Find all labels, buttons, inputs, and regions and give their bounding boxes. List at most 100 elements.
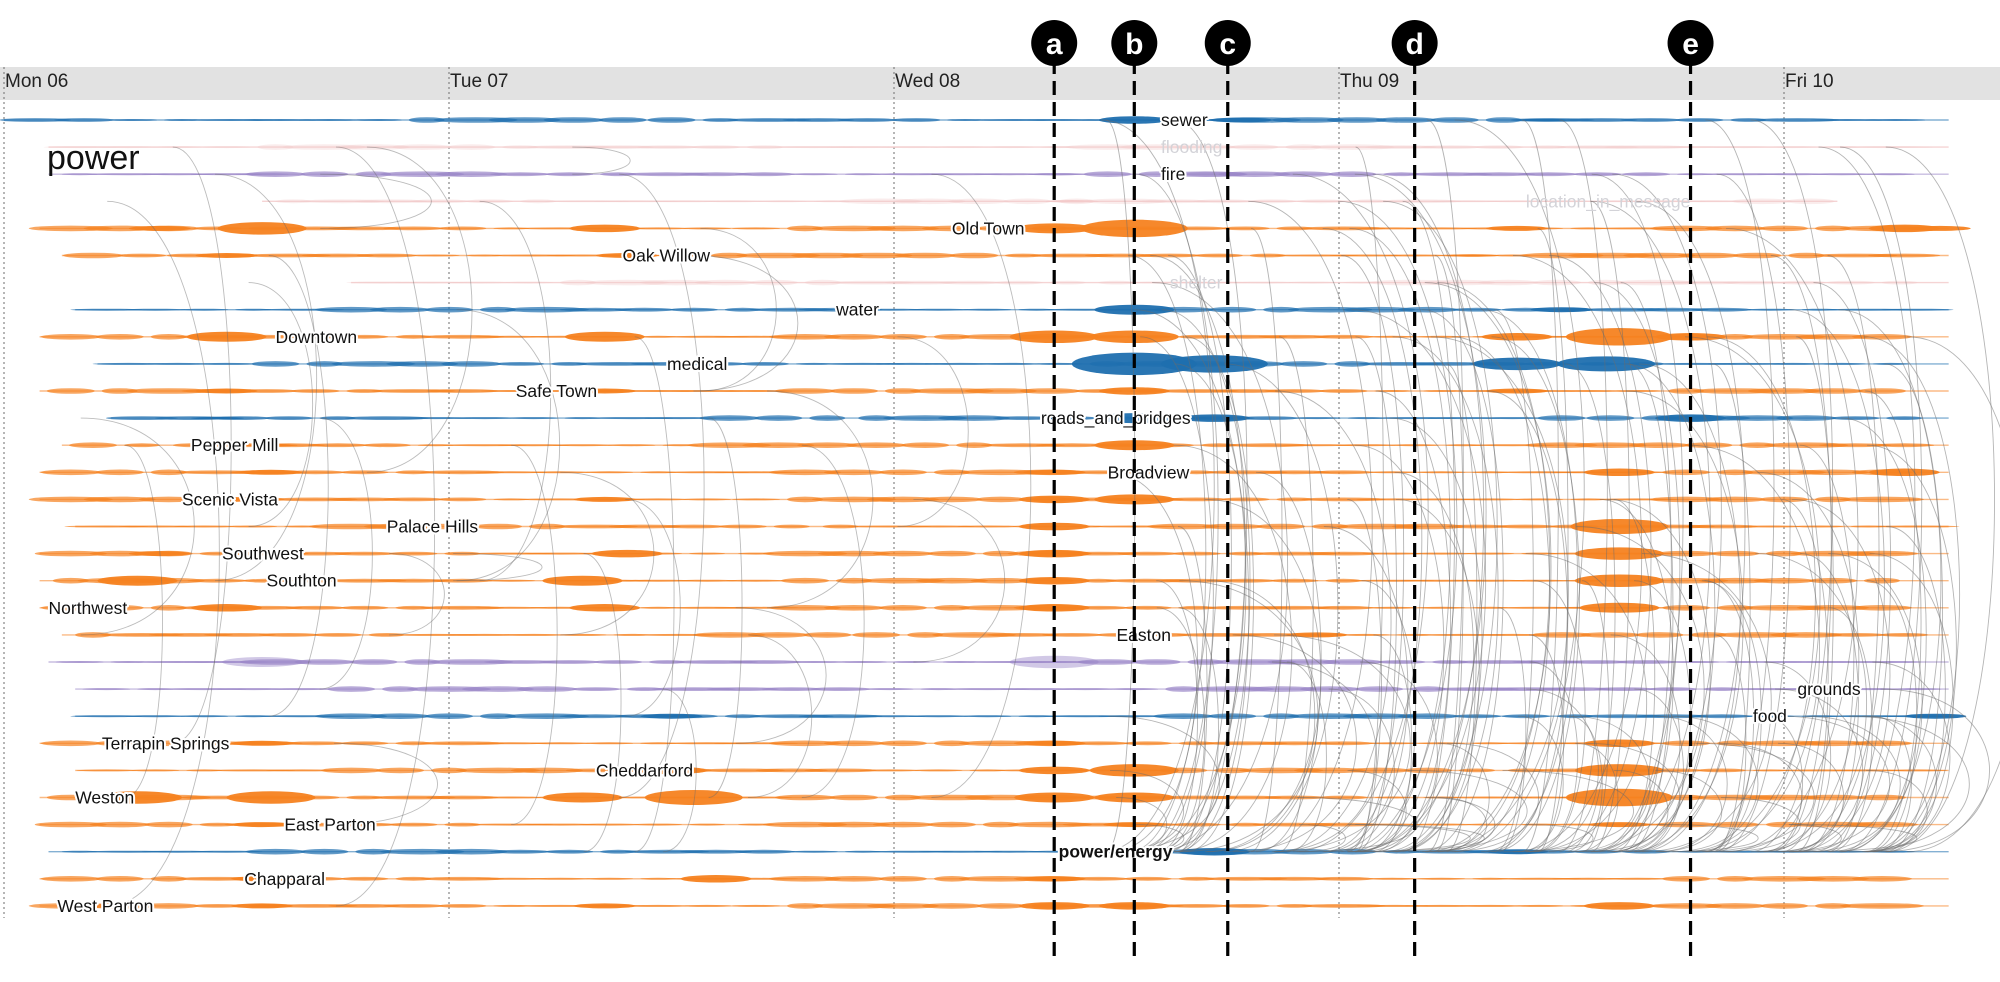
row-blip xyxy=(1684,442,1733,449)
row-blip xyxy=(1123,281,1208,284)
connection-arc xyxy=(1437,797,1488,853)
row-blip xyxy=(1383,172,1420,177)
row-blip xyxy=(558,633,607,636)
connection-arc xyxy=(1373,634,1413,853)
row-peak xyxy=(1530,307,1593,313)
row-blip xyxy=(539,660,600,664)
row-blip xyxy=(257,144,294,150)
row-blip xyxy=(392,144,453,150)
row-blip xyxy=(180,715,229,718)
row-blip xyxy=(1768,146,1817,149)
row-blip xyxy=(622,579,695,582)
row-blip xyxy=(775,388,835,394)
connection-arc xyxy=(1337,200,1458,853)
row-blip xyxy=(1349,767,1410,774)
connection-arc xyxy=(1128,255,1207,853)
row-blip xyxy=(1343,281,1380,284)
row-blip xyxy=(963,308,1012,311)
row-blip xyxy=(1138,199,1211,204)
row-blip xyxy=(328,497,401,502)
connection-arc xyxy=(1777,742,1844,853)
row-blip xyxy=(982,550,1019,557)
row-label-terrapin-springs: Terrapin Springs xyxy=(102,733,230,753)
row-blip xyxy=(1463,172,1536,177)
connection-arc xyxy=(1372,173,1485,853)
row-blip xyxy=(769,876,841,882)
row-label-pepper-mill: Pepper Mill xyxy=(191,435,279,455)
connection-arc xyxy=(248,282,313,527)
row-blip xyxy=(481,390,542,392)
connection-arc xyxy=(1116,797,1168,853)
connection-arc xyxy=(1351,309,1486,853)
row-blip xyxy=(823,876,884,882)
row-blip xyxy=(878,740,927,747)
row-blip xyxy=(1258,334,1331,339)
row-blip xyxy=(686,362,746,366)
row-blip xyxy=(1722,280,1783,285)
row-blip xyxy=(101,388,138,394)
timeline-row-oak-willow xyxy=(61,252,1949,259)
row-blip xyxy=(742,442,815,449)
row-blip xyxy=(496,362,545,366)
row-label-east-parton: East Parton xyxy=(284,815,375,835)
row-blip xyxy=(410,199,471,204)
row-blip xyxy=(1065,144,1150,150)
row-blip xyxy=(1872,362,1909,365)
row-blip xyxy=(1851,876,1912,882)
row-blip xyxy=(1263,713,1300,719)
row-blip xyxy=(1147,523,1220,530)
row-peak xyxy=(680,875,752,883)
connection-arc xyxy=(1173,444,1293,853)
row-blip xyxy=(1022,661,1095,663)
row-blip xyxy=(1703,687,1740,691)
row-blip xyxy=(895,252,956,259)
row-blip xyxy=(300,848,349,855)
row-label-power-energy: power/energy xyxy=(1059,842,1173,862)
row-blip xyxy=(40,876,101,882)
connection-arc xyxy=(1848,715,1970,853)
row-blip xyxy=(1003,198,1052,205)
connection-arc xyxy=(1108,715,1220,853)
row-label-old-town: Old Town xyxy=(952,218,1025,238)
row-blip xyxy=(382,686,419,692)
row-blip xyxy=(1783,688,1856,691)
connection-arc xyxy=(1447,742,1539,853)
row-peak xyxy=(231,822,294,828)
connection-arc xyxy=(320,173,432,229)
row-blip xyxy=(677,579,738,582)
row-blip xyxy=(1271,117,1344,123)
row-blip xyxy=(781,577,829,584)
row-blip xyxy=(490,172,551,177)
connection-arc xyxy=(1838,309,1942,853)
row-blip xyxy=(1756,173,1829,176)
connection-arc xyxy=(1791,498,1891,853)
row-blip xyxy=(902,525,975,528)
row-blip xyxy=(1739,442,1776,449)
row-blip xyxy=(901,442,950,449)
row-blip xyxy=(435,171,508,177)
row-blip xyxy=(1276,497,1313,502)
row-blip xyxy=(543,117,604,123)
connection-arc xyxy=(1526,688,1599,853)
row-blip xyxy=(1472,471,1509,474)
row-blip xyxy=(1537,415,1586,421)
connection-arc xyxy=(1140,336,1214,853)
row-blip xyxy=(447,144,496,150)
row-blip xyxy=(787,903,823,909)
row-blip xyxy=(689,823,726,826)
row-blip xyxy=(823,605,884,611)
connection-arc xyxy=(897,336,969,527)
row-blip xyxy=(1313,605,1374,610)
row-blip xyxy=(40,605,101,611)
row-blip xyxy=(782,118,855,122)
row-blip xyxy=(1068,741,1129,746)
row-blip xyxy=(1776,415,1837,421)
connection-arc xyxy=(1705,119,1775,853)
row-blip xyxy=(1817,362,1866,365)
row-blip xyxy=(683,904,732,907)
day-label: Fri 10 xyxy=(1785,71,1834,92)
connection-arc xyxy=(1869,553,1954,853)
row-blip xyxy=(536,390,585,392)
row-blip xyxy=(565,768,626,773)
